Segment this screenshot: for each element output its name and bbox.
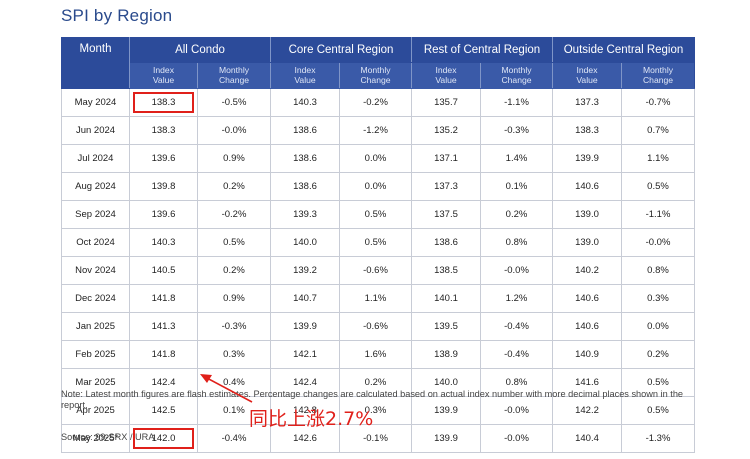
annotation-text: 同比上涨2.7% [249,404,373,431]
